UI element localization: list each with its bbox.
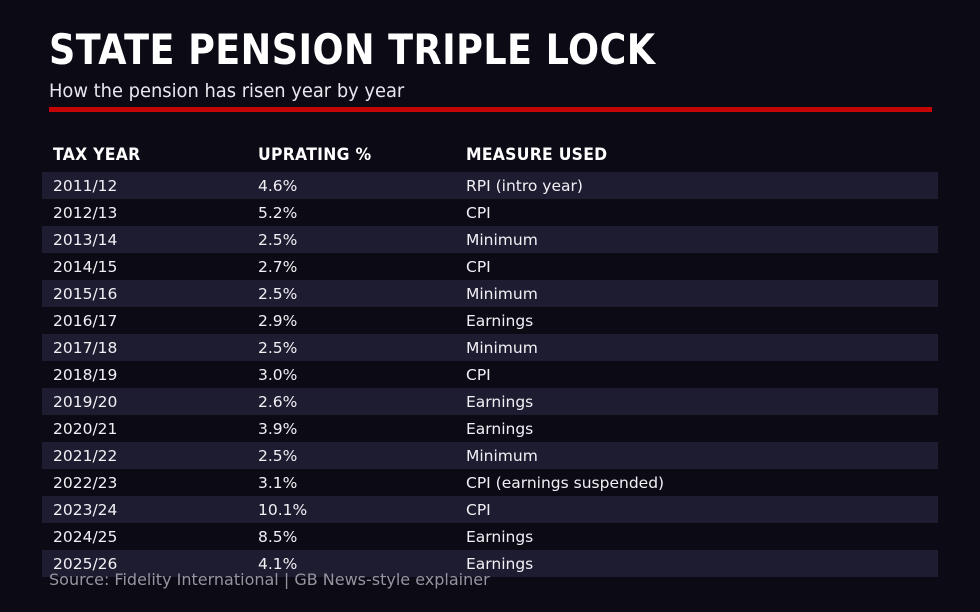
page-title: STATE PENSION TRIPLE LOCK — [49, 25, 656, 74]
cell-uprating: 4.6% — [258, 176, 298, 195]
cell-uprating: 2.5% — [258, 284, 298, 303]
cell-measure: Earnings — [466, 311, 534, 330]
cell-uprating: 3.9% — [258, 419, 298, 438]
table-row: 2011/12 4.6% RPI (intro year) — [42, 172, 938, 199]
cell-measure: Earnings — [466, 419, 534, 438]
table-row: 2017/18 2.5% Minimum — [42, 334, 938, 361]
table-row: 2016/17 2.9% Earnings — [42, 307, 938, 334]
table-row: 2015/16 2.5% Minimum — [42, 280, 938, 307]
table-row: 2023/24 10.1% CPI — [42, 496, 938, 523]
table-row: 2012/13 5.2% CPI — [42, 199, 938, 226]
table-row: 2014/15 2.7% CPI — [42, 253, 938, 280]
cell-tax-year: 2015/16 — [53, 284, 118, 303]
cell-tax-year: 2011/12 — [53, 176, 118, 195]
cell-tax-year: 2024/25 — [53, 527, 118, 546]
cell-uprating: 2.5% — [258, 338, 298, 357]
table-row: 2025/26 4.1% Earnings — [42, 550, 938, 577]
table-row: 2024/25 8.5% Earnings — [42, 523, 938, 550]
cell-measure: CPI — [466, 203, 491, 222]
cell-uprating: 3.0% — [258, 365, 298, 384]
cell-tax-year: 2021/22 — [53, 446, 118, 465]
cell-measure: CPI — [466, 365, 491, 384]
table-row: 2022/23 3.1% CPI (earnings suspended) — [42, 469, 938, 496]
cell-uprating: 4.1% — [258, 554, 298, 573]
cell-tax-year: 2012/13 — [53, 203, 118, 222]
cell-uprating: 10.1% — [258, 500, 308, 519]
cell-measure: Minimum — [466, 446, 538, 465]
red-divider-rule — [49, 107, 932, 112]
page-subtitle: How the pension has risen year by year — [49, 80, 405, 102]
cell-measure: Earnings — [466, 554, 534, 573]
table-header-row: TAX YEAR UPRATING % MEASURE USED — [42, 138, 938, 172]
table-body: 2011/12 4.6% RPI (intro year) 2012/13 5.… — [42, 172, 938, 577]
cell-uprating: 2.6% — [258, 392, 298, 411]
cell-tax-year: 2013/14 — [53, 230, 118, 249]
table-row: 2013/14 2.5% Minimum — [42, 226, 938, 253]
cell-measure: CPI — [466, 500, 491, 519]
source-caption: Source: Fidelity International | GB News… — [49, 570, 490, 589]
cell-measure: Minimum — [466, 284, 538, 303]
cell-measure: RPI (intro year) — [466, 176, 583, 195]
cell-tax-year: 2020/21 — [53, 419, 118, 438]
table-row: 2020/21 3.9% Earnings — [42, 415, 938, 442]
cell-uprating: 2.5% — [258, 446, 298, 465]
cell-measure: Minimum — [466, 338, 538, 357]
cell-tax-year: 2022/23 — [53, 473, 118, 492]
table-row: 2019/20 2.6% Earnings — [42, 388, 938, 415]
cell-measure: Earnings — [466, 527, 534, 546]
cell-tax-year: 2018/19 — [53, 365, 118, 384]
cell-measure: Earnings — [466, 392, 534, 411]
table-row: 2018/19 3.0% CPI — [42, 361, 938, 388]
cell-tax-year: 2019/20 — [53, 392, 118, 411]
cell-uprating: 2.7% — [258, 257, 298, 276]
pension-uprating-table: TAX YEAR UPRATING % MEASURE USED 2011/12… — [42, 138, 938, 577]
column-header-uprating: UPRATING % — [258, 145, 372, 165]
cell-tax-year: 2016/17 — [53, 311, 118, 330]
cell-uprating: 8.5% — [258, 527, 298, 546]
cell-uprating: 2.9% — [258, 311, 298, 330]
cell-uprating: 5.2% — [258, 203, 298, 222]
cell-uprating: 2.5% — [258, 230, 298, 249]
column-header-tax-year: TAX YEAR — [53, 145, 141, 165]
cell-tax-year: 2023/24 — [53, 500, 118, 519]
column-header-measure: MEASURE USED — [466, 145, 608, 165]
cell-measure: Minimum — [466, 230, 538, 249]
cell-tax-year: 2025/26 — [53, 554, 118, 573]
cell-tax-year: 2017/18 — [53, 338, 118, 357]
cell-measure: CPI — [466, 257, 491, 276]
cell-measure: CPI (earnings suspended) — [466, 473, 665, 492]
table-row: 2021/22 2.5% Minimum — [42, 442, 938, 469]
cell-tax-year: 2014/15 — [53, 257, 118, 276]
cell-uprating: 3.1% — [258, 473, 298, 492]
